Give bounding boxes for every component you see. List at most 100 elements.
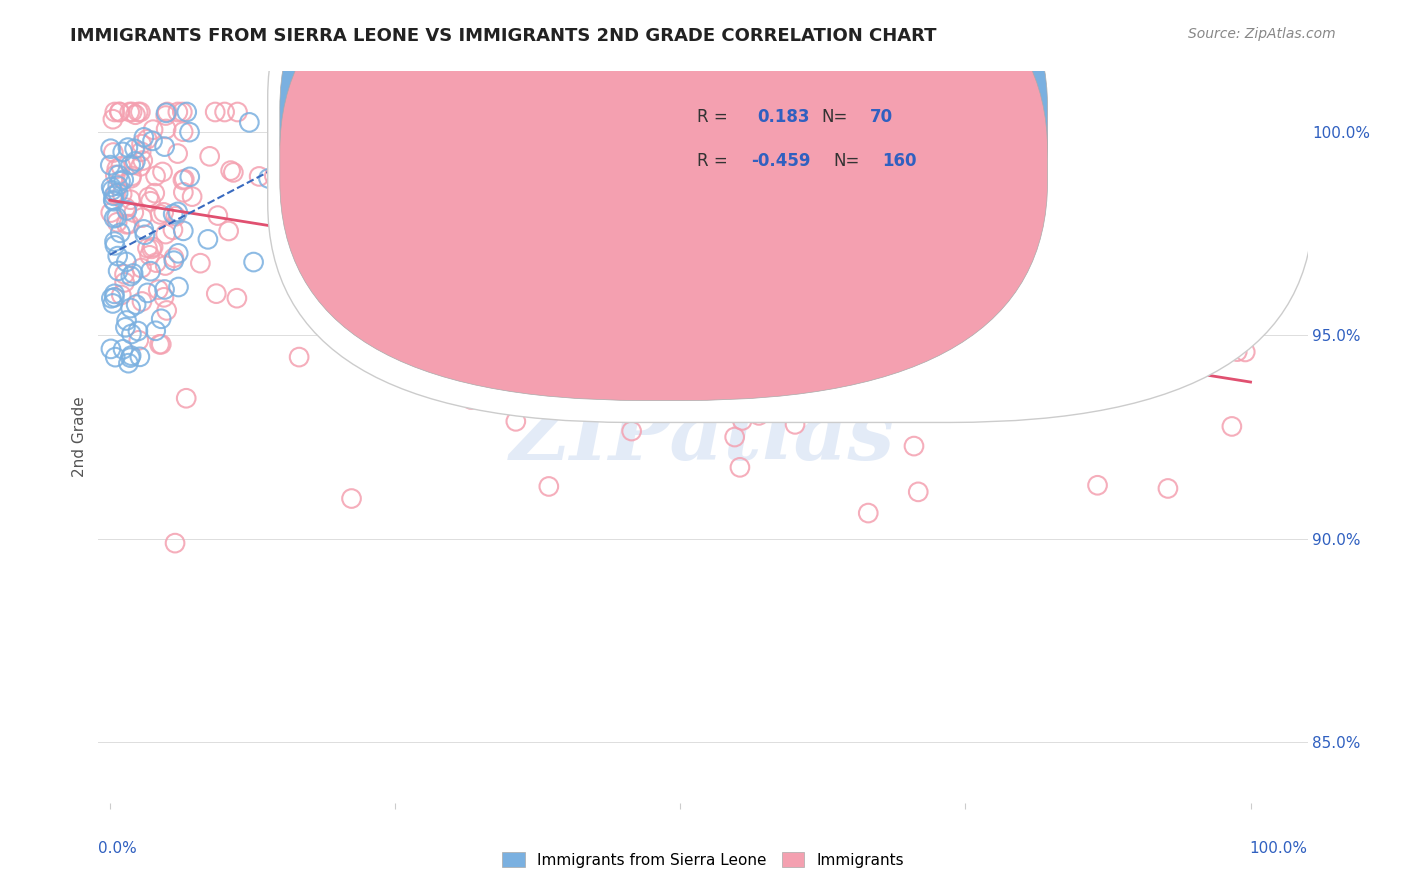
Text: 100.0%: 100.0% xyxy=(1250,841,1308,856)
Point xyxy=(190,256,212,270)
Point xyxy=(172,173,194,187)
Point xyxy=(392,116,415,130)
Point xyxy=(118,105,141,120)
Point xyxy=(103,193,125,207)
Point xyxy=(176,105,198,120)
Point xyxy=(263,169,285,183)
Point xyxy=(166,205,188,219)
Point xyxy=(150,337,173,351)
Point xyxy=(138,190,160,204)
Point xyxy=(238,115,260,129)
Point xyxy=(104,350,127,364)
Point xyxy=(118,217,141,231)
Point xyxy=(145,324,167,338)
Point xyxy=(114,320,136,334)
Point xyxy=(156,105,179,120)
Point xyxy=(620,424,643,438)
Point xyxy=(858,194,880,209)
Point xyxy=(887,295,910,310)
Point xyxy=(107,186,129,200)
Point xyxy=(214,105,236,120)
Point xyxy=(460,392,482,407)
Point xyxy=(505,414,527,428)
Point xyxy=(165,536,187,550)
Point xyxy=(179,125,201,139)
Point xyxy=(134,227,156,242)
Point xyxy=(110,226,132,240)
Point xyxy=(969,234,991,248)
Point xyxy=(107,249,129,263)
Point xyxy=(162,223,184,237)
Point xyxy=(588,397,610,411)
Point xyxy=(117,140,139,154)
Point xyxy=(136,285,159,300)
Point xyxy=(340,491,363,506)
Point xyxy=(100,142,122,156)
Point xyxy=(1087,478,1109,492)
Point xyxy=(122,205,145,219)
Point xyxy=(506,137,529,152)
Point xyxy=(172,125,194,139)
Point xyxy=(153,139,176,153)
Point xyxy=(121,105,143,120)
Point xyxy=(101,183,124,197)
Point xyxy=(136,241,159,255)
Point xyxy=(283,160,305,174)
Point xyxy=(103,235,125,249)
Point xyxy=(129,145,152,159)
Point xyxy=(141,242,163,256)
Point xyxy=(120,158,142,172)
Point xyxy=(218,224,240,238)
Point xyxy=(173,172,195,186)
Point xyxy=(104,238,127,252)
Point xyxy=(731,413,754,427)
Point xyxy=(131,260,153,275)
Point xyxy=(142,122,165,136)
Point xyxy=(105,211,128,225)
Point xyxy=(98,158,121,172)
Point xyxy=(105,215,128,229)
Point xyxy=(613,121,636,136)
Point xyxy=(503,202,526,216)
Point xyxy=(1059,369,1081,384)
Point xyxy=(945,351,967,365)
Point xyxy=(120,269,142,284)
Point xyxy=(163,253,186,268)
Point xyxy=(114,267,136,281)
Point xyxy=(121,169,143,183)
Point xyxy=(1226,344,1249,359)
Legend: Immigrants from Sierra Leone, Immigrants: Immigrants from Sierra Leone, Immigrants xyxy=(494,844,912,875)
Point xyxy=(332,285,354,300)
Point xyxy=(257,171,280,186)
Point xyxy=(120,301,142,315)
Point xyxy=(543,307,565,321)
Point xyxy=(432,230,454,244)
Point xyxy=(226,105,249,120)
Point xyxy=(108,105,131,120)
Point xyxy=(114,201,136,215)
FancyBboxPatch shape xyxy=(280,0,1047,401)
Point xyxy=(111,187,134,202)
Point xyxy=(204,105,226,120)
Point xyxy=(145,255,167,269)
Point xyxy=(100,180,122,194)
Point xyxy=(374,108,396,122)
FancyBboxPatch shape xyxy=(280,0,1047,357)
Point xyxy=(174,391,197,405)
Point xyxy=(267,105,290,120)
Point xyxy=(205,286,228,301)
Point xyxy=(853,402,876,417)
Point xyxy=(138,248,160,262)
Point xyxy=(294,105,316,120)
Point xyxy=(101,112,124,127)
Point xyxy=(155,122,177,136)
Point xyxy=(449,160,471,174)
Point xyxy=(465,208,488,222)
Point xyxy=(153,290,176,304)
Point xyxy=(114,276,136,290)
Point xyxy=(132,222,155,236)
Point xyxy=(893,105,915,120)
Point xyxy=(101,296,124,310)
Point xyxy=(111,145,134,159)
Point xyxy=(148,283,170,297)
